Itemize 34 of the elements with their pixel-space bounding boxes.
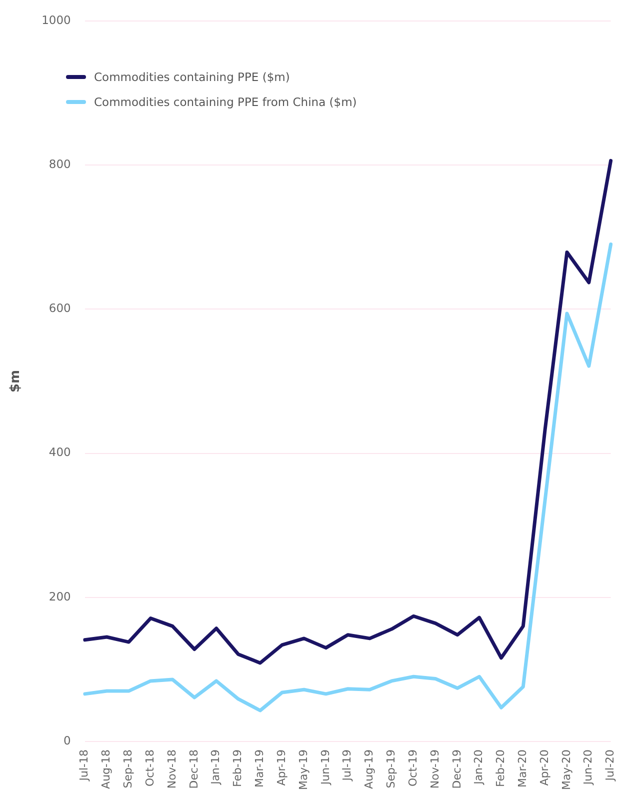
x-tick-label: Jun-19 (318, 749, 332, 786)
x-tick-label: Apr-19 (274, 749, 288, 786)
x-tick-label: Nov-18 (165, 749, 178, 789)
x-tick-label: Jan-20 (472, 749, 486, 786)
x-tick-label: Nov-19 (428, 749, 442, 789)
x-tick-label: Jan-19 (209, 749, 222, 786)
x-tick-label: Dec-18 (187, 749, 200, 789)
x-tick-label: Jul-18 (78, 749, 91, 782)
x-tick-label: Sep-19 (384, 749, 398, 788)
x-tick-label: Jul-20 (604, 749, 617, 782)
y-tick-label: 0 (64, 733, 71, 748)
x-tick-label: Sep-18 (122, 749, 135, 788)
y-axis-title: $m (8, 370, 24, 392)
x-tick-label: Mar-20 (516, 749, 530, 788)
y-tick-label: 1000 (42, 12, 71, 27)
x-tick-label: Feb-20 (494, 749, 508, 787)
x-tick-label: Aug-18 (100, 749, 113, 789)
x-tick-label: Jun-20 (582, 749, 595, 786)
x-tick-label: Jul-19 (340, 749, 354, 782)
legend-label: Commodities containing PPE from China ($m) (94, 95, 357, 109)
y-tick-label: 800 (48, 157, 71, 171)
x-tick-label: Feb-19 (231, 749, 244, 787)
y-tick-label: 200 (48, 589, 71, 604)
x-tick-label: Oct-18 (143, 749, 156, 786)
x-tick-label: Dec-19 (450, 749, 464, 789)
x-tick-label: Aug-19 (362, 749, 376, 789)
x-tick-label: May-19 (296, 749, 310, 790)
y-tick-label: 600 (48, 301, 71, 316)
x-tick-label: Oct-19 (406, 749, 420, 786)
x-tick-label: Apr-20 (538, 749, 551, 786)
legend-label: Commodities containing PPE ($m) (94, 70, 290, 84)
y-tick-label: 400 (48, 445, 71, 460)
x-tick-label: Mar-19 (253, 749, 266, 788)
x-tick-label: May-20 (560, 749, 573, 790)
